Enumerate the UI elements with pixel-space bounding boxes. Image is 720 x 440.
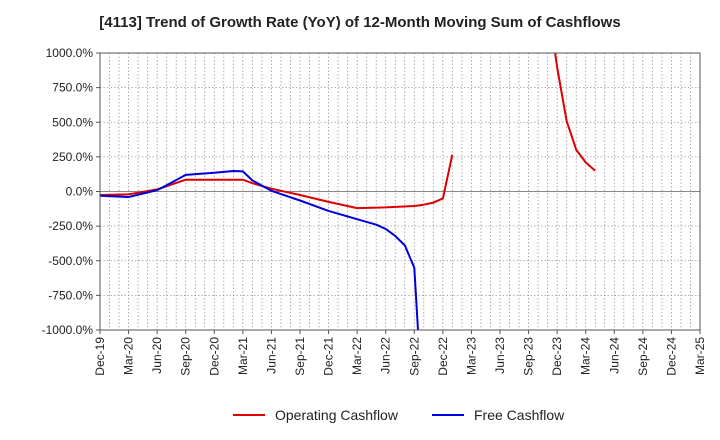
x-tick-label: Sep-21 [293, 337, 307, 376]
x-tick-label: Sep-23 [522, 337, 536, 376]
y-tick-label: -500.0% [48, 254, 93, 268]
y-tick-label: 750.0% [52, 81, 93, 95]
y-tick-label: 250.0% [52, 150, 93, 164]
x-tick-label: Mar-20 [122, 337, 136, 375]
x-tick-label: Mar-23 [464, 337, 478, 375]
x-tick-label: Dec-23 [550, 337, 564, 376]
y-tick-label: 0.0% [66, 185, 94, 199]
legend-label: Operating Cashflow [275, 407, 399, 423]
x-tick-label: Mar-22 [350, 337, 364, 375]
legend-label: Free Cashflow [474, 407, 565, 423]
x-tick-label: Dec-21 [322, 337, 336, 376]
x-tick-label: Mar-25 [693, 337, 707, 375]
series-line-operating-cashflow [99, 154, 454, 210]
x-tick-label: Jun-22 [379, 337, 393, 374]
x-tick-label: Sep-22 [407, 337, 421, 376]
x-tick-label: Dec-20 [207, 337, 221, 376]
x-tick-label: Mar-21 [236, 337, 250, 375]
x-tick-label: Jun-24 [607, 337, 621, 374]
x-tick-label: Dec-19 [93, 337, 107, 376]
series-line-free-cashflow [99, 170, 419, 331]
x-tick-label: Jun-23 [493, 337, 507, 374]
y-tick-label: 1000.0% [46, 46, 94, 60]
x-tick-label: Sep-20 [179, 337, 193, 376]
x-tick-label: Dec-22 [436, 337, 450, 376]
x-tick-label: Jun-21 [264, 337, 278, 374]
y-tick-label: -750.0% [48, 288, 93, 302]
series-line-operating-cashflow [554, 52, 596, 172]
x-tick-label: Dec-24 [664, 337, 678, 376]
y-tick-label: 500.0% [52, 115, 93, 129]
chart-title: [4113] Trend of Growth Rate (YoY) of 12-… [99, 14, 621, 31]
y-tick-label: -1000.0% [42, 323, 94, 337]
x-tick-label: Mar-24 [579, 337, 593, 375]
y-tick-label: -250.0% [48, 219, 93, 233]
x-tick-label: Jun-20 [150, 337, 164, 374]
x-tick-label: Sep-24 [636, 337, 650, 376]
